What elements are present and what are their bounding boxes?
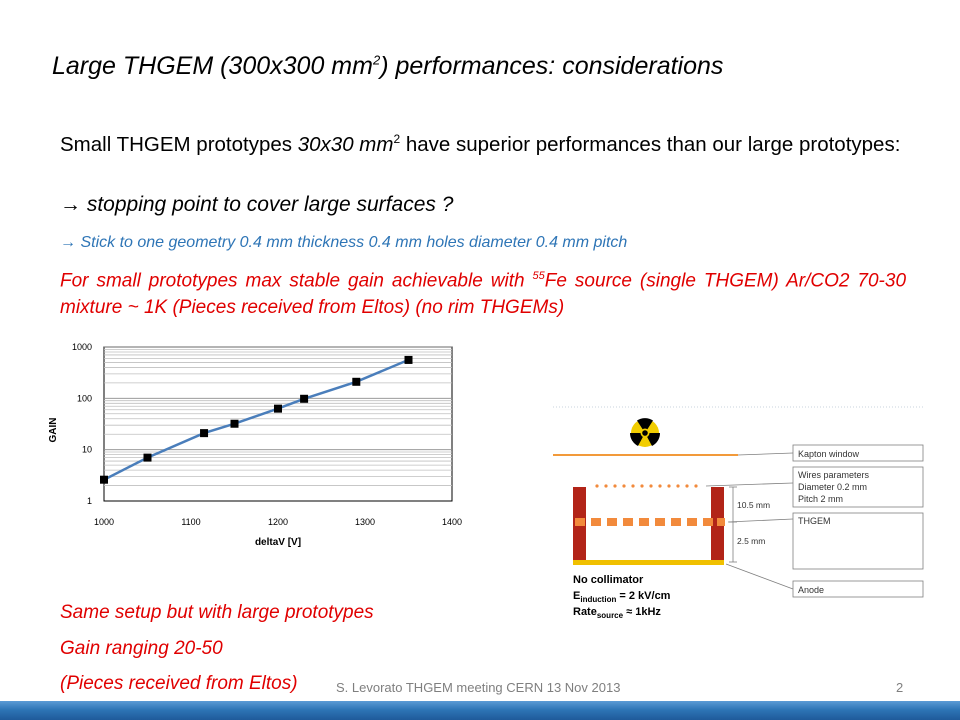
no-collimator-label: No collimator [573,574,644,586]
gain-chart: 1 10 100 1000 1000 1100 1200 1300 1400 GAIN del… [48,342,462,548]
same-setup-line: Same setup but with large prototypes [60,602,374,623]
data-point [100,475,108,484]
source-rate-label: Ratesource ≈ 1kHz [573,606,661,620]
gain-range-line: Gain ranging 20-50 [60,638,223,659]
eltos-pieces-line: (Pieces received from Eltos) [60,673,298,694]
plot-area [103,346,453,502]
kapton-label: Kapton window [798,449,860,459]
y-tick-label: 10 [82,445,92,455]
y-tick-label: 100 [77,393,92,403]
slide-title: Large THGEM (300x300 mm2) performances: … [52,52,724,80]
data-points [100,355,413,484]
x-tick-label: 1100 [181,517,200,527]
thgem-box [792,512,924,570]
y-axis-label: GAIN [48,418,59,443]
gap-label-2: 2.5 mm [737,536,765,546]
data-point [230,419,239,428]
x-tick-label: 1200 [268,517,288,527]
wire-dots [595,484,698,488]
y-tick-label: 1 [87,496,92,506]
wires-box [792,466,924,508]
data-point [200,429,209,438]
y-tick-labels: 1 10 100 1000 [72,342,92,506]
bottom-bar [0,701,960,720]
x-axis-label: deltaV [V] [255,537,301,548]
geometry-bullet: → Stick to one geometry 0.4 mm thickness… [60,234,628,251]
data-point [404,355,413,364]
x-tick-label: 1400 [442,517,462,527]
small-prototypes-paragraph: For small prototypes max stable gain ach… [60,270,907,319]
wires-label-2: Diameter 0.2 mm [798,482,867,492]
wires-label-1: Wires parameters [798,470,870,480]
x-tick-labels: 1000 1100 1200 1300 1400 [94,517,462,527]
y-tick-label: 1000 [72,342,92,352]
data-point [300,394,309,403]
footer-text: S. Levorato THGEM meeting CERN 13 Nov 20… [336,680,621,695]
fit-curve [103,358,409,481]
stopping-point-bullet: → stopping point to cover large surfaces… [60,193,454,216]
induction-field-label: Einduction = 2 kV/cm [573,590,671,604]
data-point [274,404,282,413]
wires-label-3: Pitch 2 mm [798,494,843,504]
gap-label-1: 10.5 mm [737,500,770,510]
page-number: 2 [896,680,904,695]
data-point [352,377,361,386]
setup-diagram: 10.5 mm 2.5 mm Kapton window Wires param… [553,406,924,620]
thgem-label: THGEM [798,516,831,526]
intro-paragraph: Small THGEM prototypes 30x30 mm2 have su… [60,132,901,156]
data-point [143,453,152,462]
x-tick-label: 1000 [94,517,114,527]
x-tick-label: 1300 [355,517,375,527]
anode-label: Anode [798,585,824,595]
anode-plate [573,560,724,565]
radiation-source-icon [629,418,661,447]
thgem-electrode [575,518,725,526]
